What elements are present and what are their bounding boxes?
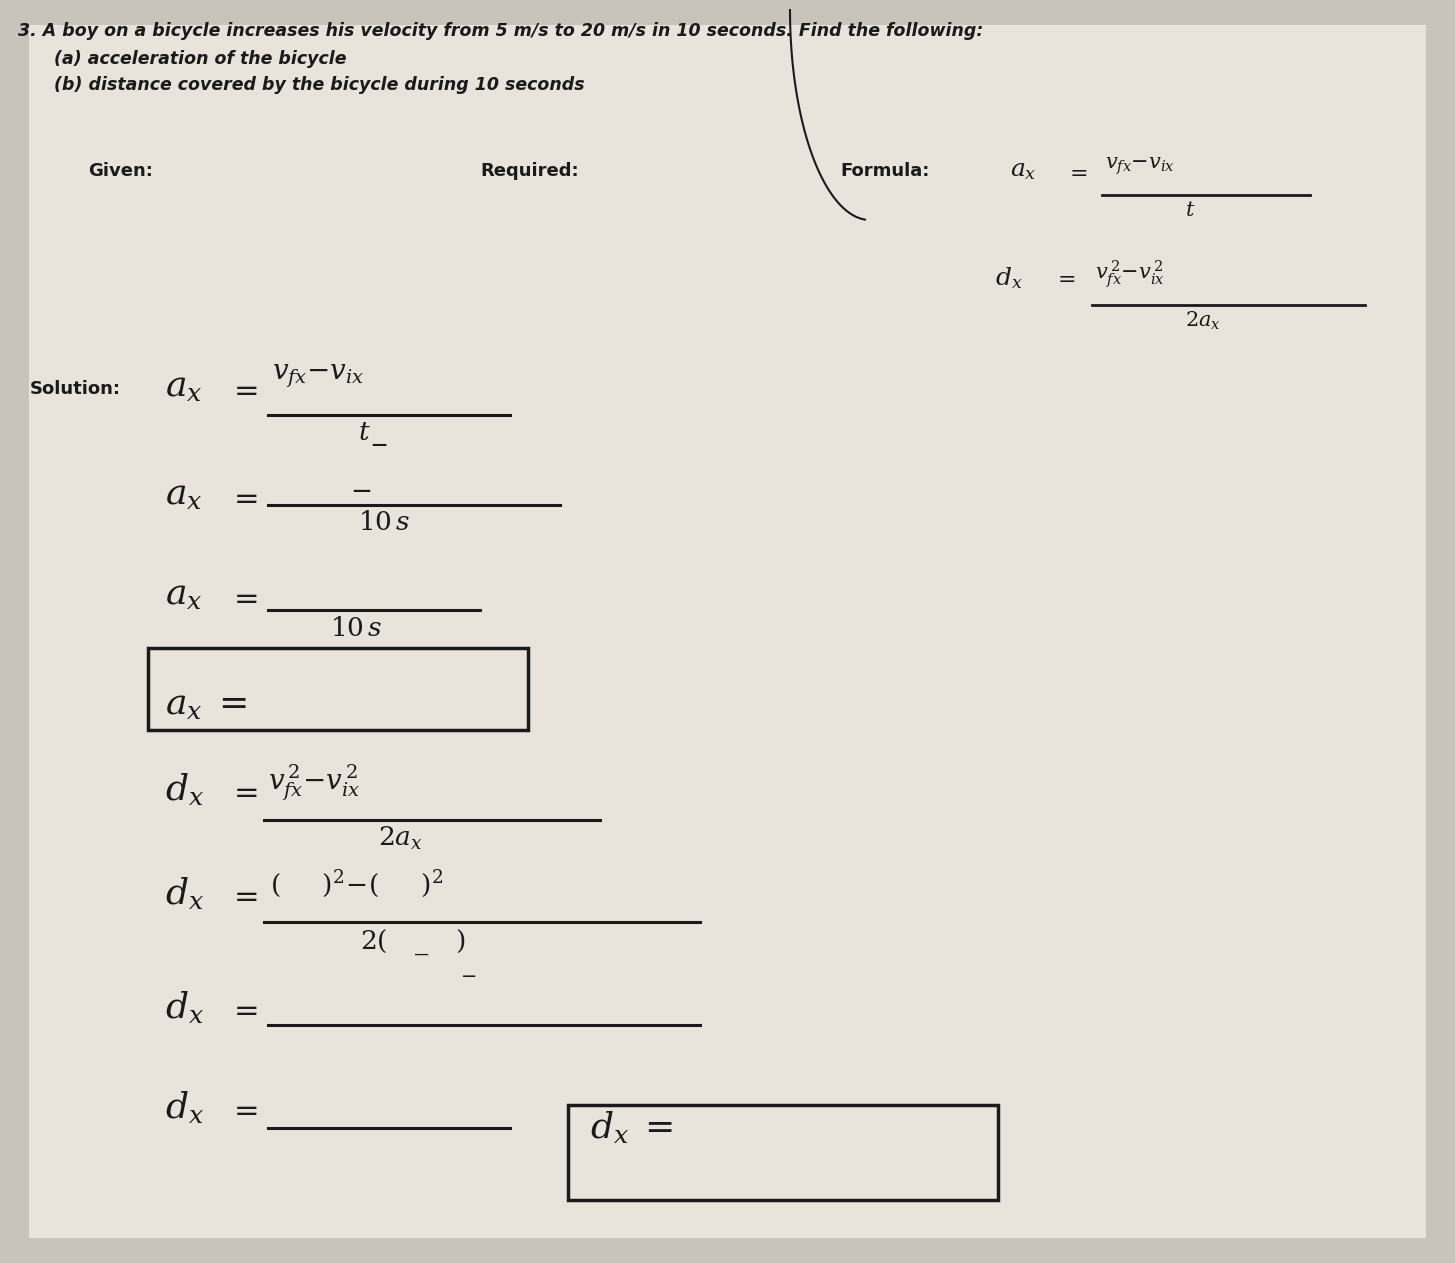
Text: Formula:: Formula: [840,162,930,181]
Text: $d_x$: $d_x$ [995,265,1023,290]
Text: $t$: $t$ [1184,200,1196,220]
Text: $-$: $-$ [351,477,371,503]
Text: $d_x$: $d_x$ [164,1090,204,1127]
Text: Solution:: Solution: [31,380,121,398]
Text: $=$: $=$ [228,777,259,806]
Text: $a_x$: $a_x$ [164,578,202,613]
Text: $v_{fx}^{\,2}{-}v_{ix}^{\,2}$: $v_{fx}^{\,2}{-}v_{ix}^{\,2}$ [1096,258,1165,290]
Text: $2a_x$: $2a_x$ [378,825,422,853]
Text: 3. A boy on a bicycle increases his velocity from 5 m/s to 20 m/s in 10 seconds.: 3. A boy on a bicycle increases his velo… [17,21,984,40]
Text: $-$: $-$ [460,965,476,984]
Text: $=$: $=$ [228,882,259,911]
Text: $=$: $=$ [1065,162,1087,182]
Text: $a_x$: $a_x$ [164,370,202,404]
Text: $d_x$: $d_x$ [164,877,204,912]
Text: $=$: $=$ [228,584,259,613]
Text: $(\;\;\;\;\;\;)^2\!-\!(\;\;\;\;\;\;)^2$: $(\;\;\;\;\;\;)^2\!-\!(\;\;\;\;\;\;)^2$ [271,868,444,899]
Text: $2a_x$: $2a_x$ [1184,309,1221,332]
Text: $a_x$: $a_x$ [1010,158,1036,182]
Bar [567,1105,998,1200]
Text: $v_{fx}{-}v_{ix}$: $v_{fx}{-}v_{ix}$ [272,362,364,390]
Text: $d_x$: $d_x$ [164,772,204,808]
Text: (a) acceleration of the bicycle: (a) acceleration of the bicycle [17,51,346,68]
Text: Required:: Required: [480,162,579,181]
Text: $=$: $=$ [228,375,259,404]
Text: $=$: $=$ [1053,268,1075,288]
Text: $d_x$: $d_x$ [164,990,204,1027]
Text: $d_x\;=$: $d_x\;=$ [589,1110,674,1147]
Text: $a_x$: $a_x$ [164,477,202,512]
Text: $=$: $=$ [228,995,259,1024]
Text: Given:: Given: [87,162,153,181]
Text: (b) distance covered by the bicycle during 10 seconds: (b) distance covered by the bicycle duri… [17,76,585,93]
Text: $10\,s$: $10\,s$ [358,510,410,536]
Text: $v_{fx}^{\,2}{-}v_{ix}^{\,2}$: $v_{fx}^{\,2}{-}v_{ix}^{\,2}$ [268,762,361,803]
Text: $t\,$_: $t\,$_ [358,421,388,448]
Text: $a_x\;=$: $a_x\;=$ [164,688,246,722]
Text: $10\,s$: $10\,s$ [330,616,383,642]
Text: $2(\;\;\;\;\_\;\;\;\;)$: $2(\;\;\;\;\_\;\;\;\;)$ [359,928,466,957]
Bar [148,648,528,730]
Text: $=$: $=$ [228,482,259,512]
Text: $v_{fx}{-}v_{ix}$: $v_{fx}{-}v_{ix}$ [1104,155,1176,177]
Text: $=$: $=$ [228,1095,259,1124]
